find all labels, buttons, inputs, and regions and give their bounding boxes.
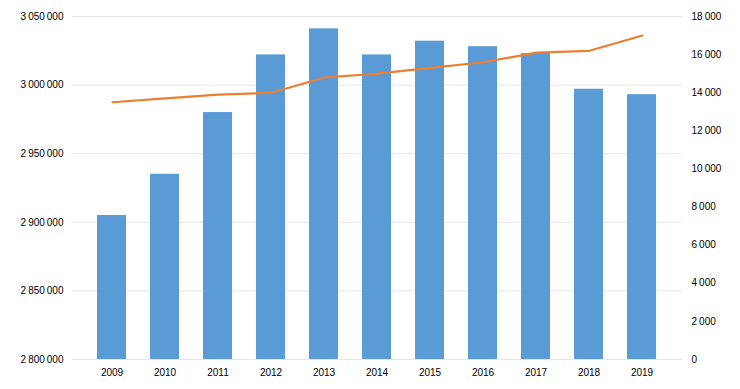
svg-text:14 000: 14 000 (692, 87, 722, 98)
svg-text:8 000: 8 000 (692, 201, 717, 212)
svg-text:6 000: 6 000 (692, 239, 717, 250)
svg-text:3 000 000: 3 000 000 (21, 79, 64, 90)
svg-text:2 850 000: 2 850 000 (21, 285, 64, 296)
svg-text:12 000: 12 000 (692, 125, 722, 136)
svg-text:2015: 2015 (419, 367, 442, 378)
svg-text:2 000: 2 000 (692, 316, 717, 327)
svg-text:2018: 2018 (578, 367, 601, 378)
svg-text:2009: 2009 (101, 367, 124, 378)
svg-text:18 000: 18 000 (692, 11, 722, 22)
svg-text:2013: 2013 (313, 367, 336, 378)
svg-text:16 000: 16 000 (692, 49, 722, 60)
svg-text:2 950 000: 2 950 000 (21, 148, 64, 159)
svg-text:2014: 2014 (366, 367, 389, 378)
svg-text:2 800 000: 2 800 000 (21, 354, 64, 365)
svg-text:2010: 2010 (154, 367, 177, 378)
svg-text:2017: 2017 (525, 367, 548, 378)
svg-text:2016: 2016 (472, 367, 495, 378)
svg-text:2 900 000: 2 900 000 (21, 217, 64, 228)
svg-text:2012: 2012 (260, 367, 283, 378)
svg-text:2019: 2019 (631, 367, 654, 378)
svg-text:3 050 000: 3 050 000 (21, 11, 64, 22)
svg-text:10 000: 10 000 (692, 163, 722, 174)
svg-text:0: 0 (692, 354, 698, 365)
svg-text:4 000: 4 000 (692, 277, 717, 288)
svg-text:2011: 2011 (207, 367, 229, 378)
